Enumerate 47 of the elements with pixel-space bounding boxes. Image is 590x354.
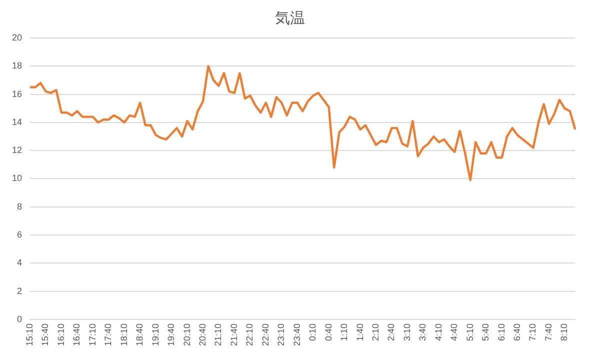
x-tick-label: 22:10 [244,323,255,346]
y-tick-label: 12 [12,145,22,156]
x-tick-label: 5:40 [480,323,491,342]
x-tick-label: 4:40 [449,323,460,342]
x-tick-label: 16:10 [56,323,66,346]
y-tick-label: 10 [12,173,22,184]
x-tick-label: 16:40 [72,323,82,346]
x-tick-label: 23:10 [276,323,286,346]
x-tick-label: 1:40 [354,323,365,342]
y-tick-label: 8 [16,201,22,212]
chart-title: 気温 [275,8,305,27]
y-tick-label: 0 [16,314,22,324]
x-tick-label: 2:40 [386,323,396,342]
x-tick-label: 2:10 [370,323,380,342]
x-tick-label: 3:40 [418,323,428,342]
x-tick-label: 17:10 [87,323,98,346]
x-tick-label: 23:40 [292,323,302,346]
y-tick-label: 16 [12,88,22,99]
y-tick-label: 14 [12,116,22,127]
x-tick-label: 6:10 [496,323,506,342]
x-tick-label: 6:40 [512,323,522,342]
x-tick-label: 20:10 [182,323,192,346]
y-tick-label: 20 [12,32,22,42]
x-tick-label: 0:10 [308,323,318,342]
x-tick-label: 1:10 [339,323,350,342]
x-tick-label: 22:40 [260,323,270,346]
x-tick-label: 15:10 [24,323,34,346]
x-tick-label: 19:40 [166,323,176,346]
x-tick-label: 18:10 [118,323,129,346]
x-tick-label: 15:40 [40,323,50,346]
y-tick-label: 6 [16,230,22,240]
y-tick-label: 2 [16,286,22,296]
x-tick-label: 20:40 [197,323,208,346]
x-tick-label: 7:10 [528,323,538,342]
x-tick-label: 4:10 [433,323,444,342]
x-tick-label: 21:10 [213,323,224,346]
x-tick-label: 19:10 [150,323,160,346]
x-tick-label: 18:40 [134,323,145,346]
x-tick-label: 7:40 [543,323,554,342]
x-tick-label: 3:10 [402,323,412,342]
x-tick-label: 17:40 [103,323,114,346]
x-tick-label: 5:10 [464,323,475,342]
y-tick-label: 18 [12,60,22,71]
x-tick-label: 21:40 [228,323,239,346]
x-tick-label: 8:10 [559,323,570,342]
x-tick-label: 0:40 [323,323,334,342]
y-tick-label: 4 [16,258,22,268]
